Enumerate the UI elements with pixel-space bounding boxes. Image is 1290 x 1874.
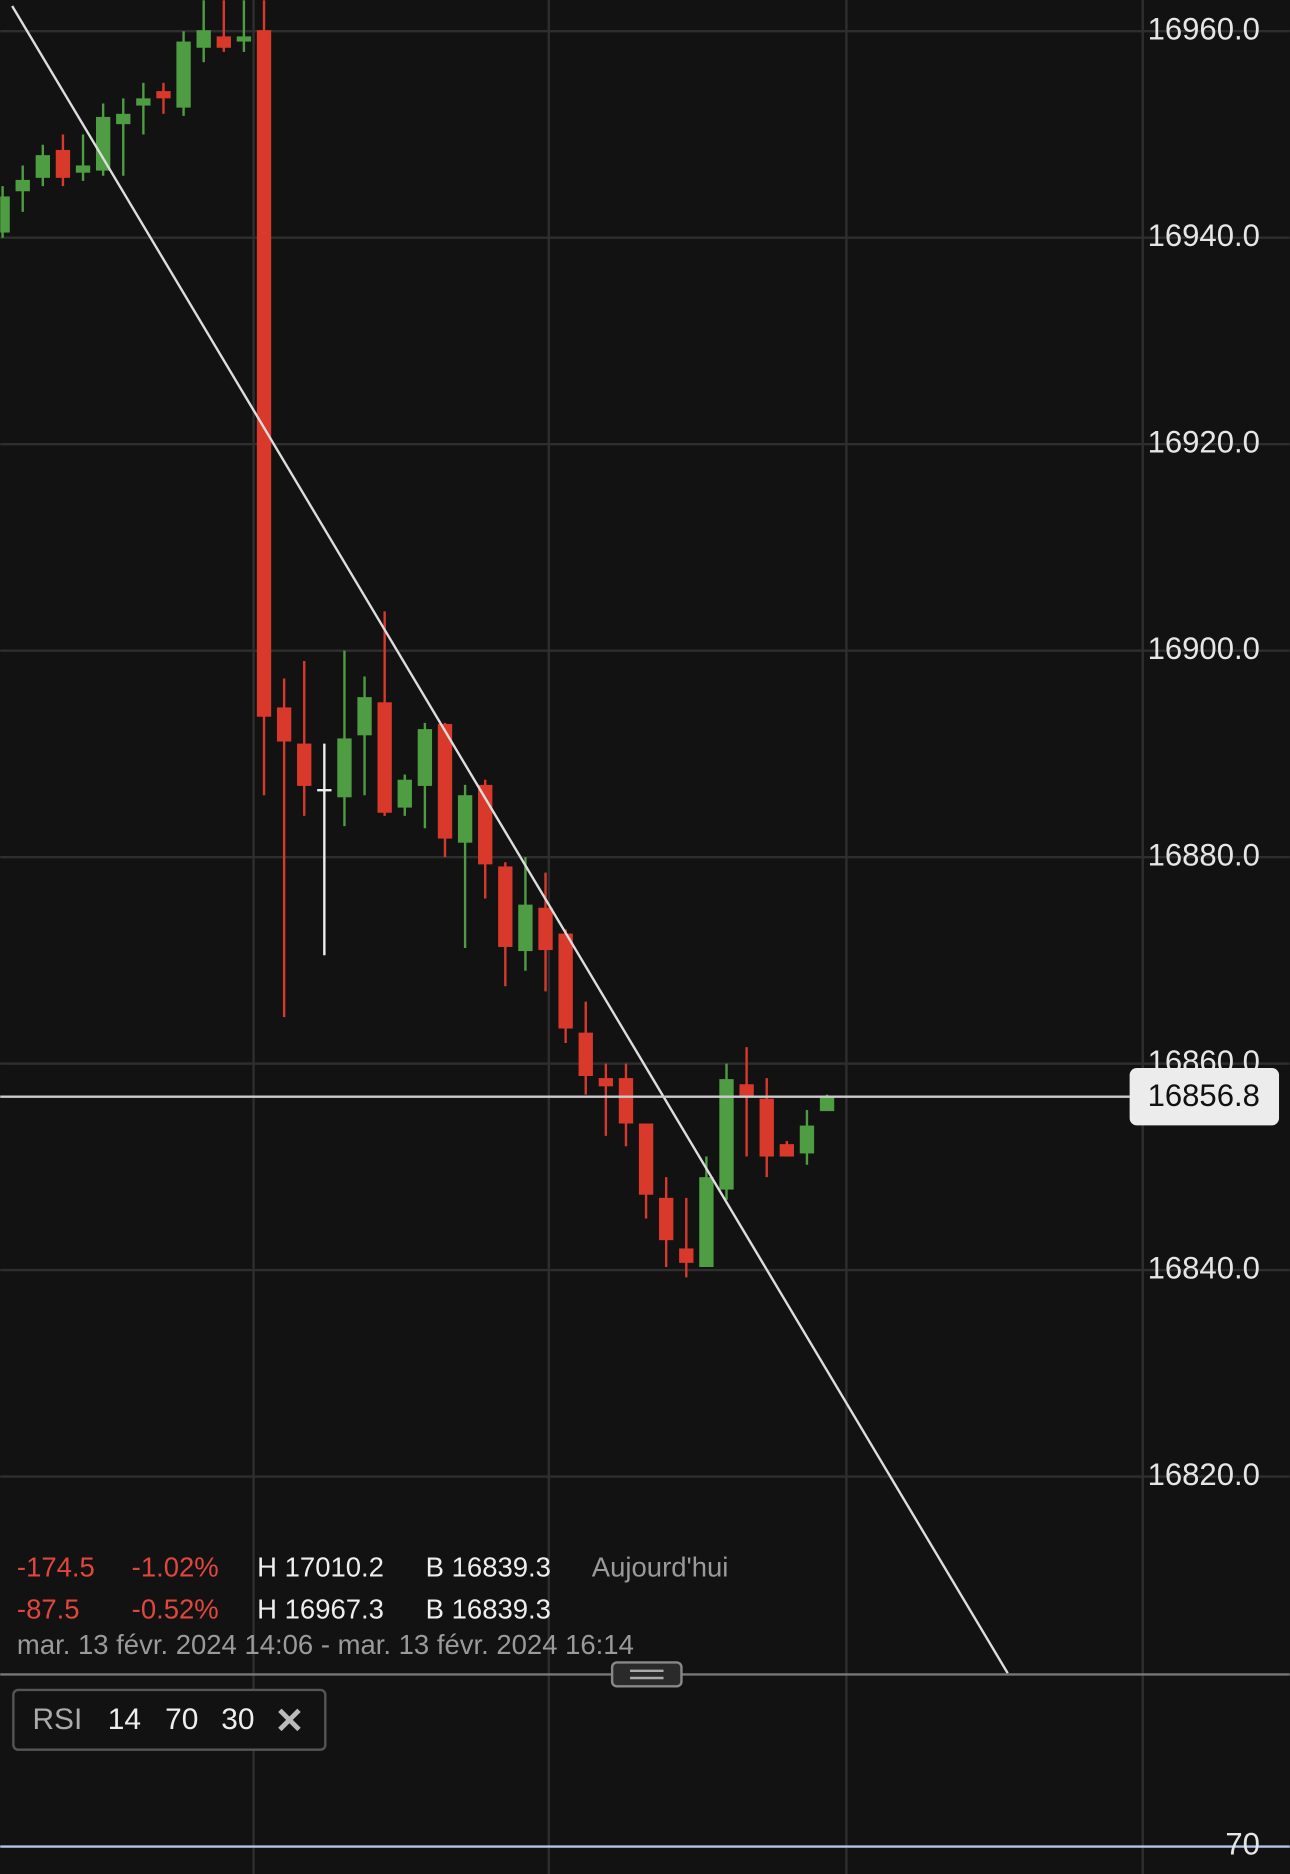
candle-body bbox=[437, 723, 453, 839]
candle-body bbox=[457, 795, 473, 843]
change-pct: -0.52% bbox=[132, 1593, 219, 1624]
candle-body bbox=[779, 1144, 795, 1157]
handle[interactable] bbox=[610, 1661, 683, 1688]
candle-body bbox=[699, 1177, 714, 1267]
rsi-box[interactable] bbox=[12, 1688, 327, 1751]
candle-body bbox=[35, 155, 50, 178]
candle-body bbox=[357, 697, 372, 736]
rsi-param: 30 bbox=[221, 1703, 254, 1736]
candle-body bbox=[236, 36, 252, 42]
candle-body bbox=[538, 907, 553, 951]
candle-body bbox=[176, 41, 191, 108]
candle-body bbox=[55, 149, 71, 178]
date-range: mar. 13 févr. 2024 14:06 - mar. 13 févr.… bbox=[17, 1629, 634, 1660]
candle-body bbox=[759, 1098, 774, 1157]
y-tick-label: 16900.0 bbox=[1148, 631, 1260, 666]
period: Aujourd'hui bbox=[592, 1552, 729, 1583]
candle-body bbox=[417, 729, 433, 786]
candle-body bbox=[558, 933, 573, 1029]
rsi-param: 14 bbox=[108, 1703, 141, 1736]
y-tick-label: 16920.0 bbox=[1148, 424, 1260, 459]
candle-body bbox=[819, 1096, 835, 1112]
y-tick-label: 16960.0 bbox=[1148, 11, 1260, 46]
close-icon[interactable] bbox=[278, 1708, 301, 1732]
high: H 17010.2 bbox=[257, 1552, 384, 1583]
candle-body bbox=[15, 179, 30, 192]
candle-body bbox=[739, 1084, 754, 1096]
pane-handle[interactable] bbox=[610, 1661, 683, 1688]
rsi-level-label: 70 bbox=[1225, 1827, 1260, 1862]
candle-body bbox=[0, 196, 10, 233]
candle-body bbox=[498, 866, 513, 947]
last-price-label: 16856.8 bbox=[1148, 1078, 1260, 1113]
candle-body bbox=[317, 789, 332, 792]
info-panel: -174.5 -1.02% H 17010.2 B 16839.3 Aujour… bbox=[17, 1552, 728, 1661]
candle-body bbox=[75, 165, 91, 173]
y-tick-label: 16940.0 bbox=[1148, 218, 1260, 253]
rsi-label: RSI bbox=[32, 1703, 82, 1736]
candle-body bbox=[719, 1079, 734, 1190]
candle-body bbox=[297, 743, 312, 786]
candle-body bbox=[256, 30, 272, 717]
candle-body bbox=[598, 1078, 614, 1087]
candle-body bbox=[659, 1197, 674, 1241]
candle-body bbox=[216, 36, 231, 48]
change: -87.5 bbox=[17, 1593, 80, 1624]
rsi-param: 70 bbox=[165, 1703, 198, 1736]
candle-body bbox=[156, 91, 171, 99]
y-tick-label: 16880.0 bbox=[1148, 837, 1260, 872]
high: H 16967.3 bbox=[257, 1593, 384, 1624]
vertical-grid bbox=[252, 0, 1144, 1874]
candle-body bbox=[337, 738, 352, 798]
candle-body bbox=[276, 707, 292, 742]
low: B 16839.3 bbox=[426, 1593, 551, 1624]
candle-body bbox=[136, 98, 151, 106]
candle-body bbox=[578, 1032, 593, 1077]
low: B 16839.3 bbox=[426, 1552, 551, 1583]
candle-body bbox=[397, 779, 412, 808]
rsi-legend[interactable]: RSI 14 70 30 bbox=[12, 1688, 327, 1751]
candle-body bbox=[518, 904, 533, 952]
candle-body bbox=[196, 30, 211, 48]
change: -174.5 bbox=[17, 1552, 95, 1583]
y-tick-label: 16840.0 bbox=[1148, 1250, 1260, 1285]
candle-body bbox=[638, 1123, 654, 1195]
y-tick-label: 16820.0 bbox=[1148, 1457, 1260, 1492]
candle-body bbox=[95, 116, 111, 171]
candle-body bbox=[799, 1125, 815, 1154]
trend-line bbox=[11, 5, 1009, 1674]
last-price-box bbox=[1129, 1067, 1280, 1126]
change-pct: -1.02% bbox=[132, 1552, 219, 1583]
candle-body bbox=[679, 1248, 694, 1263]
candle-body bbox=[116, 113, 131, 125]
candle-body bbox=[618, 1078, 634, 1124]
candle-body bbox=[377, 702, 392, 813]
